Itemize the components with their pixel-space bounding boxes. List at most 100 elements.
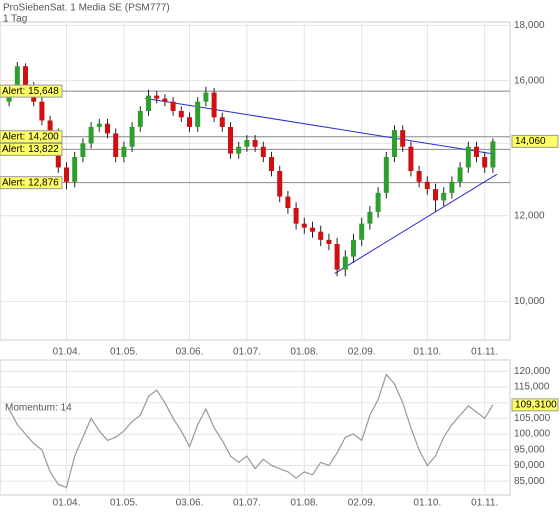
alert-label: Alert: 14,200 [2, 131, 59, 142]
last-value-box [511, 398, 559, 412]
candle-body [88, 126, 94, 144]
x-tick-label: 02.09. [348, 498, 376, 509]
candle-body [80, 143, 86, 157]
candle-body [375, 192, 381, 212]
x-tick-label: 01.07. [233, 347, 261, 358]
candle-body [203, 92, 209, 102]
candle-body [154, 95, 160, 99]
y-tick-label: 95,000 [514, 444, 545, 455]
candle-body [424, 181, 430, 190]
candle-body [293, 207, 299, 224]
candle-body [47, 120, 53, 134]
x-tick-label: 01.08. [290, 347, 318, 358]
x-tick-label: 02.09. [348, 347, 376, 358]
alert-label-box [0, 130, 63, 144]
last-value-label: 14,060 [515, 136, 546, 147]
candle-body [211, 92, 217, 118]
x-tick-label: 01.04. [53, 498, 81, 509]
x-tick-label: 01.10. [413, 498, 441, 509]
candle-body [310, 227, 315, 232]
candle-body [162, 98, 168, 102]
candle-body [383, 156, 389, 193]
candle-body [416, 171, 422, 182]
candle-body [187, 117, 192, 127]
candle-body [170, 101, 176, 111]
candle-body [219, 117, 225, 127]
candle-body [367, 211, 373, 224]
panel-frame [0, 359, 511, 496]
candle-body [359, 223, 365, 240]
candle-body [72, 156, 78, 182]
y-tick-label: 120,000 [514, 366, 551, 377]
x-tick-label: 01.10. [413, 347, 441, 358]
candle-body [277, 171, 283, 197]
candle-body [342, 256, 348, 270]
chart-title: ProSiebenSat. 1 Media SE (PSM777) [3, 3, 170, 14]
candle-body [285, 196, 291, 208]
y-tick-label: 105,000 [514, 413, 551, 424]
candle-body [326, 239, 332, 244]
candle-body [465, 146, 471, 168]
candle-body [490, 141, 496, 168]
candle-body [482, 156, 488, 168]
candle-body [400, 130, 406, 147]
alert-label: Alert: 13,822 [2, 144, 59, 155]
candle-body [244, 140, 250, 147]
x-tick-label: 01.07. [233, 498, 261, 509]
alert-label: Alert: 12,876 [2, 177, 59, 188]
candle-body [334, 243, 340, 270]
candle-body [433, 189, 438, 201]
y-tick-label: 115,000 [514, 382, 550, 393]
y-tick-label: 16,000 [514, 75, 545, 86]
candle-body [301, 223, 307, 228]
candle-body [146, 95, 151, 111]
candle-body [392, 130, 397, 157]
y-tick-label: 18,000 [514, 20, 545, 31]
candle-body [14, 66, 20, 93]
x-tick-label: 01.05. [110, 347, 138, 358]
candle-body [474, 146, 479, 157]
last-value-box [511, 134, 559, 148]
candle-body [137, 110, 143, 127]
x-tick-label: 01.08. [290, 498, 318, 509]
candle-body [408, 146, 414, 172]
x-tick-label: 01.11. [471, 347, 498, 358]
x-tick-label: 01.05. [110, 498, 138, 509]
x-tick-label: 01.04. [53, 347, 81, 358]
candle-body [236, 146, 242, 154]
candle-body [260, 146, 266, 157]
candle-body [129, 126, 135, 147]
candle-body [23, 66, 28, 87]
candle-body [39, 101, 45, 121]
last-value-label: 109,3100 [515, 400, 557, 411]
candle-body [228, 126, 233, 154]
candle-body [96, 123, 102, 127]
candle-body [252, 140, 258, 147]
alert-label: Alert: 15,648 [2, 86, 59, 97]
candle-body [178, 110, 184, 118]
alert-label-box [0, 84, 63, 98]
y-tick-label: 85,000 [514, 476, 545, 487]
candle-body [121, 146, 127, 157]
candle-body [441, 192, 447, 201]
y-tick-label: 10,000 [514, 296, 545, 307]
trend-line [145, 97, 496, 155]
alert-label-box [0, 176, 63, 190]
candle-body [105, 123, 110, 134]
alert-label-box [0, 142, 63, 156]
x-tick-label: 01.11. [471, 498, 498, 509]
candle-body [318, 231, 324, 240]
chart-subtitle: 1 Tag [3, 14, 27, 25]
y-tick-label: 100,000 [514, 429, 551, 440]
candle-body [351, 239, 356, 257]
candle-body [449, 181, 455, 193]
x-tick-label: 03.06. [176, 498, 204, 509]
indicator-label: Momentum: 14 [5, 403, 72, 414]
candle-body [457, 167, 463, 182]
y-tick-label: 90,000 [514, 460, 545, 471]
panel-frame [0, 21, 511, 341]
y-tick-label: 12,000 [514, 210, 545, 221]
candle-body [269, 156, 274, 172]
